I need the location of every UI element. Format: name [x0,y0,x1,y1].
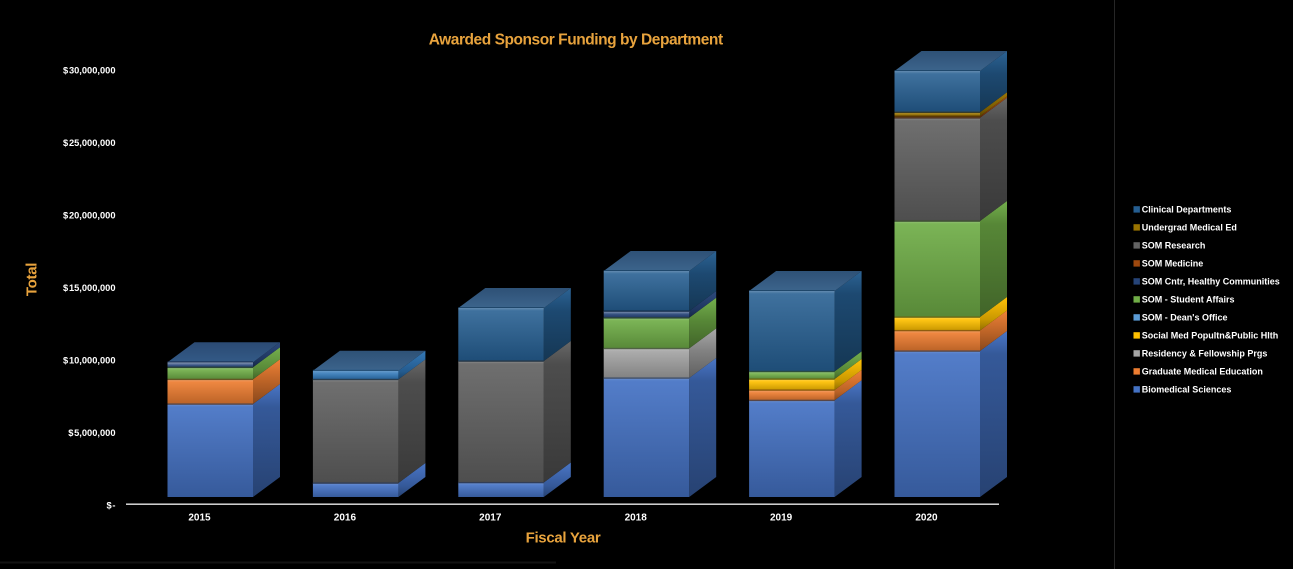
svg-text:Undergrad Medical Ed: Undergrad Medical Ed [1142,223,1237,233]
svg-text:$ -: $ - [106,500,115,510]
svg-text:SOM Medicine: SOM Medicine [1142,259,1204,269]
svg-text:Total: Total [24,263,41,296]
svg-text:Fiscal Year: Fiscal Year [526,530,601,547]
svg-text:Residency & Fellowship Prgs: Residency & Fellowship Prgs [1142,349,1268,359]
svg-text:SOM Research: SOM Research [1142,241,1206,251]
svg-text:$ 30,000,000: $ 30,000,000 [63,65,115,75]
svg-text:Awarded Sponsor Funding by Dep: Awarded Sponsor Funding by Department [429,32,723,49]
svg-text:2018: 2018 [625,513,648,524]
svg-text:Biomedical Sciences: Biomedical Sciences [1142,385,1232,395]
svg-text:Clinical Departments: Clinical Departments [1142,205,1232,215]
svg-text:2019: 2019 [770,513,793,524]
svg-text:2016: 2016 [334,513,357,524]
svg-text:$ 25,000,000: $ 25,000,000 [63,138,115,148]
svg-text:Graduate Medical Education: Graduate Medical Education [1142,367,1263,377]
svg-text:SOM - Student Affairs: SOM - Student Affairs [1142,295,1235,305]
svg-text:2015: 2015 [188,513,211,524]
svg-text:Social Med Popultn&Public Hlth: Social Med Popultn&Public Hlth [1142,331,1279,341]
svg-text:$ 10,000,000: $ 10,000,000 [63,355,115,365]
svg-text:$ 5,000,000: $ 5,000,000 [68,428,115,438]
svg-text:2017: 2017 [479,513,502,524]
svg-text:SOM Cntr, Healthy Communities: SOM Cntr, Healthy Communities [1142,277,1280,287]
svg-text:2020: 2020 [915,513,938,524]
svg-text:$ 20,000,000: $ 20,000,000 [63,210,115,220]
svg-text:SOM - Dean's Office: SOM - Dean's Office [1142,313,1228,323]
svg-text:$ 15,000,000: $ 15,000,000 [63,283,115,293]
